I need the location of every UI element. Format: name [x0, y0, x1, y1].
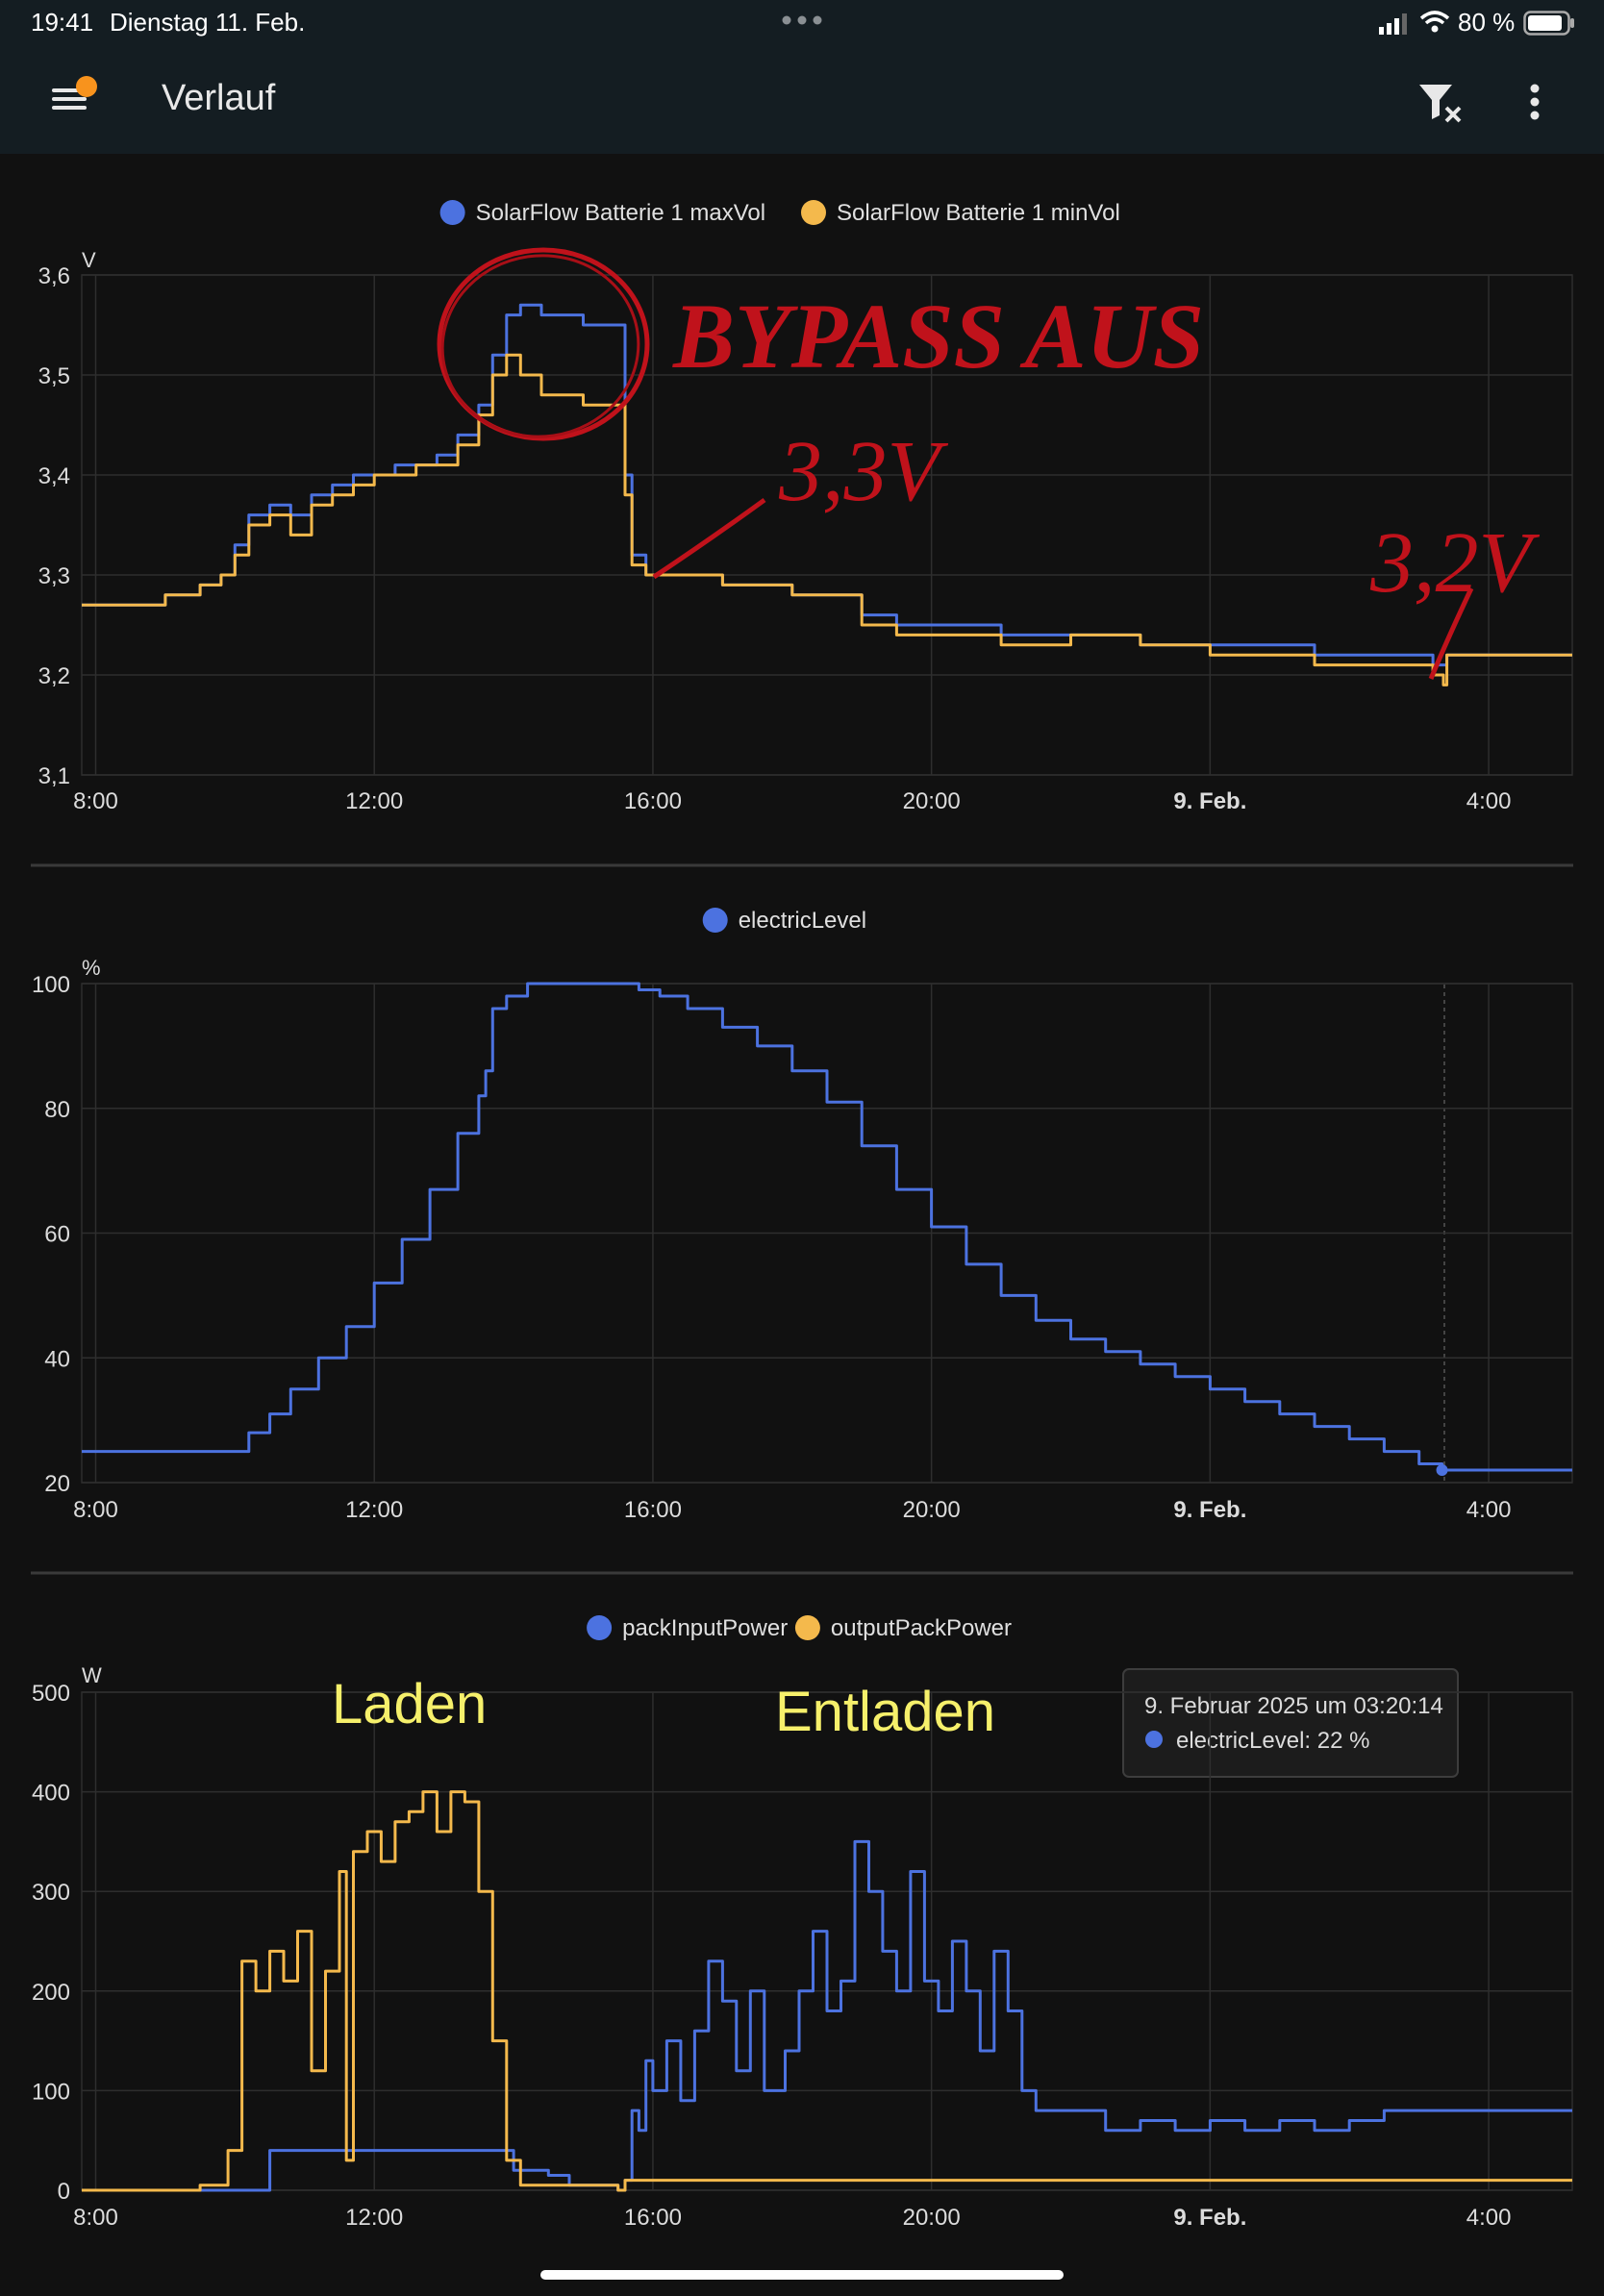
y-tick-label: 100 [32, 972, 70, 998]
y-tick-label: 500 [32, 1681, 70, 1707]
y-tick-label: 0 [58, 2179, 70, 2205]
y-axis-unit: V [82, 248, 96, 272]
multitasking-dots-icon[interactable] [781, 13, 823, 27]
y-tick-label: 100 [32, 2079, 70, 2105]
legend-label[interactable]: packInputPower [622, 1615, 788, 1641]
page-title: Verlauf [162, 78, 276, 118]
series-line [82, 1790, 1572, 2192]
x-tick-label: 16:00 [624, 788, 682, 814]
chart-3: 0 100 200 300 400 500 8:00 12:00 16:00 20:00 9. Fe… [32, 1615, 1573, 2231]
y-tick-label: 300 [32, 1880, 70, 1906]
x-tick-label: 16:00 [624, 1497, 682, 1523]
x-tick-label: 8:00 [73, 788, 118, 814]
x-tick-label: 4:00 [1466, 1497, 1512, 1523]
chart-tooltip: 9. Februar 2025 um 03:20:14 electricLeve… [1122, 1668, 1459, 1778]
cellular-signal-icon [1379, 13, 1408, 39]
x-tick-label: 8:00 [73, 1497, 118, 1523]
y-axis-unit: % [82, 956, 101, 980]
bypass-circle-annotation [437, 247, 650, 441]
x-tick-label: 8:00 [73, 2205, 118, 2231]
series-line [82, 353, 1572, 686]
y-tick-label: 3,3 [38, 563, 70, 589]
y-tick-label: 60 [44, 1222, 70, 1248]
x-tick-label: 20:00 [903, 788, 961, 814]
series-line [82, 1839, 1572, 2192]
y-tick-label: 40 [44, 1346, 70, 1372]
y-tick-label: 20 [44, 1471, 70, 1497]
x-tick-label: 4:00 [1466, 2205, 1512, 2231]
arrow-32v-annotation [1428, 586, 1474, 680]
annotation-33v: 3,3V [778, 424, 949, 519]
menu-icon[interactable] [48, 75, 106, 128]
history-charts: 9. Februar 2025 um 03:20:14 electricLeve… [31, 200, 1573, 2231]
y-tick-label: 3,1 [38, 763, 70, 789]
legend-marker[interactable] [587, 1615, 613, 1640]
legend-marker[interactable] [439, 200, 465, 225]
handwritten-annotations: BYPASS AUS 3,3V 3,2V Laden Entladen [332, 247, 1541, 1743]
annotation-discharging: Entladen [775, 1681, 995, 1743]
x-tick-label: 12:00 [345, 2205, 403, 2231]
annotation-32v: 3,2V [1369, 515, 1541, 611]
battery-icon [1523, 11, 1575, 40]
filter-clear-icon[interactable] [1417, 81, 1467, 128]
y-tick-label: 3,4 [38, 463, 70, 489]
wifi-icon [1419, 10, 1450, 39]
x-tick-label: 16:00 [624, 2205, 682, 2231]
x-tick-label: 9. Feb. [1173, 1497, 1246, 1523]
y-tick-label: 3,5 [38, 363, 70, 389]
more-options-icon[interactable] [1527, 83, 1542, 126]
y-tick-label: 200 [32, 1980, 70, 2006]
series-line [82, 303, 1572, 667]
tooltip-value: electricLevel: 22 % [1176, 1728, 1369, 1754]
y-axis-unit: W [82, 1663, 102, 1687]
tooltip-series-dot [1145, 1731, 1163, 1748]
y-tick-label: 3,6 [38, 263, 70, 289]
legend-marker[interactable] [794, 1615, 820, 1640]
legend-label[interactable]: outputPackPower [831, 1615, 1012, 1641]
tooltip-title: 9. Februar 2025 um 03:20:14 [1144, 1693, 1443, 1719]
legend-label[interactable]: SolarFlow Batterie 1 minVol [837, 200, 1120, 226]
y-tick-label: 3,2 [38, 663, 70, 689]
legend-label[interactable]: SolarFlow Batterie 1 maxVol [476, 200, 765, 226]
status-date: Dienstag 11. Feb. [110, 8, 306, 37]
status-time: 19:41 [31, 8, 94, 37]
arrow-33v-annotation [652, 497, 766, 580]
x-tick-label: 20:00 [903, 2205, 961, 2231]
x-tick-label: 9. Feb. [1173, 2205, 1246, 2231]
x-tick-label: 12:00 [345, 788, 403, 814]
status-bar: 19:41 Dienstag 11. Feb. 80 % [0, 0, 1604, 48]
annotation-charging: Laden [332, 1673, 487, 1735]
x-tick-label: 20:00 [903, 1497, 961, 1523]
x-tick-label: 9. Feb. [1173, 788, 1246, 814]
y-tick-label: 400 [32, 1781, 70, 1807]
legend-marker[interactable] [801, 200, 826, 225]
x-tick-label: 12:00 [345, 1497, 403, 1523]
y-tick-label: 80 [44, 1097, 70, 1123]
chart-2: 20 40 60 80 100 8:00 12:00 16:00 20:00 9. Feb. 4:0… [32, 908, 1573, 1523]
home-indicator [540, 2270, 1064, 2280]
bypass-annotation: BYPASS AUS [672, 285, 1204, 387]
legend-label[interactable]: electricLevel [739, 908, 866, 934]
app-bar: Verlauf [0, 48, 1604, 154]
chart-1: 3,1 3,2 3,3 3,4 3,5 3,6 8:00 12:00 16:00 20:00 9. … [38, 200, 1573, 814]
x-tick-label: 4:00 [1466, 788, 1512, 814]
battery-percentage: 80 % [1458, 8, 1516, 37]
legend-marker[interactable] [702, 908, 728, 933]
series-line [82, 982, 1572, 1472]
